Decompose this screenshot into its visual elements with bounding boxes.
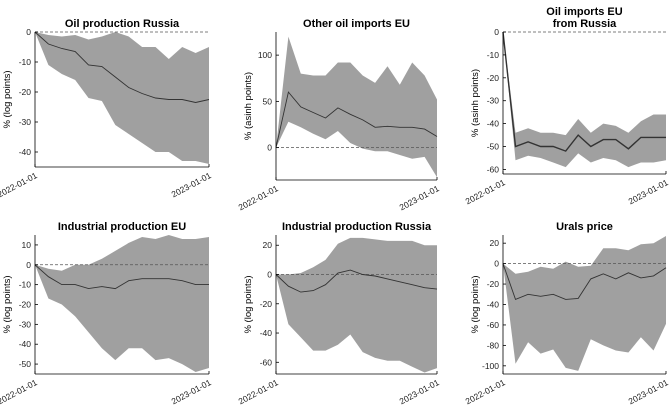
y-tick-label: -80 — [487, 340, 500, 350]
x-tick-label: 2023-01-01 — [170, 170, 213, 199]
y-tick-label: -50 — [487, 142, 500, 152]
panel-title: Industrial production Russia — [282, 221, 432, 233]
panel-industrial-production-eu: 10 0 -10 -20 -30 -40 -50 2022-01-01 2023-01-01 % … — [0, 221, 213, 406]
panel-industrial-production-russia: 20 0 -20 -40 -60 2022-01-01 2023-01-01 % (log p… — [237, 221, 441, 406]
y-axis-label: % (log points) — [2, 275, 13, 333]
y-tick-label: -10 — [19, 280, 32, 290]
y-tick-label: -10 — [487, 50, 500, 60]
y-tick-label: -20 — [19, 87, 32, 97]
y-tick-label: -30 — [19, 319, 32, 329]
x-tick-label: 2022-01-01 — [237, 377, 280, 406]
x-tick-label: 2022-01-01 — [237, 183, 280, 212]
confidence-band — [276, 237, 437, 373]
y-tick-label: 100 — [258, 50, 272, 60]
x-tick-label: 2023-01-01 — [398, 183, 441, 212]
y-tick-label: -40 — [487, 300, 500, 310]
panel-title: Urals price — [556, 221, 613, 233]
y-tick-label: -20 — [487, 279, 500, 289]
y-tick-label: -50 — [19, 359, 32, 369]
y-tick-label: 0 — [267, 143, 272, 153]
y-axis-label: % (log points) — [470, 275, 481, 333]
x-tick-label: 2023-01-01 — [627, 177, 670, 206]
y-tick-label: -60 — [487, 320, 500, 330]
panel-title: Oil imports EU — [546, 6, 622, 18]
y-tick-label: -20 — [19, 300, 32, 310]
panel-urals-price: 20 0 -20 -40 -60 -80 -100 2022-01-01 2023-01-01%… — [464, 221, 670, 406]
y-tick-label: 0 — [267, 270, 272, 280]
y-tick-label: -40 — [19, 339, 32, 349]
x-tick-label: 2022-01-01 — [464, 377, 507, 406]
y-tick-label: -60 — [260, 357, 273, 367]
y-tick-label: -100 — [482, 361, 499, 371]
median-line — [275, 91, 438, 148]
y-tick-label: -40 — [487, 119, 500, 129]
median-line — [34, 264, 209, 290]
x-tick-label: 2022-01-01 — [464, 177, 507, 206]
y-tick-label: 50 — [263, 96, 273, 106]
panel-oil-production-russia: 0 -10 -20 -30 -40 2022-01-01 2023-01-01 % (log … — [0, 18, 213, 199]
confidence-band — [503, 32, 666, 168]
y-axis-label: % (log points) — [2, 70, 13, 128]
panel-title: Oil production Russia — [65, 18, 180, 30]
y-tick-label: -30 — [19, 117, 32, 127]
y-tick-label: -10 — [19, 57, 32, 67]
y-tick-label: -40 — [260, 328, 273, 338]
panel-title: from Russia — [553, 18, 617, 30]
y-axis-label: % (log points) — [243, 275, 254, 333]
y-tick-label: 0 — [494, 27, 499, 37]
confidence-band — [503, 236, 666, 371]
median-line — [502, 263, 667, 300]
panel-title: Industrial production EU — [58, 221, 186, 233]
confidence-band — [35, 32, 209, 164]
y-tick-label: -20 — [260, 299, 273, 309]
y-tick-label: 0 — [26, 260, 31, 270]
x-tick-label: 2023-01-01 — [398, 377, 441, 406]
confidence-band — [35, 235, 209, 372]
x-tick-label: 2022-01-01 — [0, 170, 39, 199]
y-tick-label: 20 — [263, 240, 273, 250]
panel-other-oil-imports-eu: 100 50 0 2022-01-01 2023-01-01 % (asinh point… — [237, 18, 441, 212]
x-tick-label: 2022-01-01 — [0, 377, 39, 406]
y-tick-label: 10 — [22, 240, 32, 250]
y-tick-label: -20 — [487, 73, 500, 83]
y-tick-label: 0 — [494, 259, 499, 269]
median-line — [502, 31, 666, 152]
panel-oil-imports-eu-from-russia: 0 -10 -20 -30 -40 -50 -60 2022-01-01 2023-01-01%… — [464, 6, 670, 206]
y-tick-label: -30 — [487, 96, 500, 106]
x-tick-label: 2023-01-01 — [627, 377, 670, 406]
median-line — [275, 269, 438, 293]
y-axis-label: % (asinh points) — [470, 69, 481, 137]
y-tick-label: -40 — [19, 147, 32, 157]
panel-title: Other oil imports EU — [303, 18, 410, 30]
x-tick-label: 2023-01-01 — [170, 377, 213, 406]
confidence-band — [276, 36, 437, 178]
y-axis-label: % (asinh points) — [243, 72, 254, 140]
median-line — [34, 31, 210, 103]
y-tick-label: -60 — [487, 164, 500, 174]
y-tick-label: 20 — [490, 238, 500, 248]
y-tick-label: 0 — [26, 27, 31, 37]
